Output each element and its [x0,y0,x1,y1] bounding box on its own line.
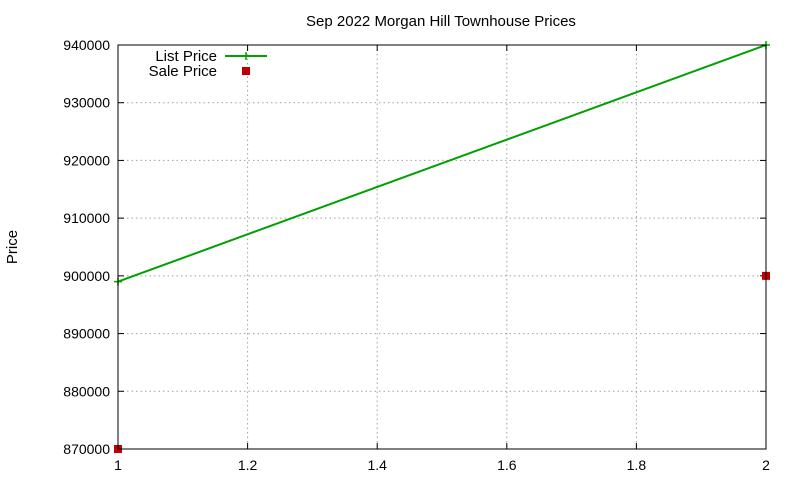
x-tick-label: 1 [114,457,122,473]
x-tick-label: 1.4 [367,457,387,473]
legend-label-list-price: List Price [155,48,217,65]
y-tick-label: 870000 [63,441,110,457]
x-tick-label: 1.8 [627,457,647,473]
legend-label-sale-price: Sale Price [149,63,217,80]
y-axis-label: Price [4,230,21,264]
y-tick-label: 890000 [63,326,110,342]
y-tick-label: 900000 [63,268,110,284]
y-tick-label: 920000 [63,152,110,168]
y-tick-label: 880000 [63,383,110,399]
grid [118,45,766,449]
list-price-line [117,44,767,283]
y-tick-label: 930000 [63,95,110,111]
legend-marker-sale-price [242,67,250,75]
legend-marker-list-price [242,52,250,60]
x-tick-label: 2 [762,457,770,473]
axis-ticks: 1 1.2 1.4 1.6 1.8 2 870000 880000 890000 900000 91… [63,37,770,473]
plot-frame [117,44,767,450]
x-tick-label: 1.6 [497,457,517,473]
chart-title: Sep 2022 Morgan Hill Townhouse Prices [306,13,576,30]
y-tick-label: 940000 [63,37,110,53]
y-tick-label: 910000 [63,210,110,226]
x-tick-label: 1.2 [238,457,258,473]
